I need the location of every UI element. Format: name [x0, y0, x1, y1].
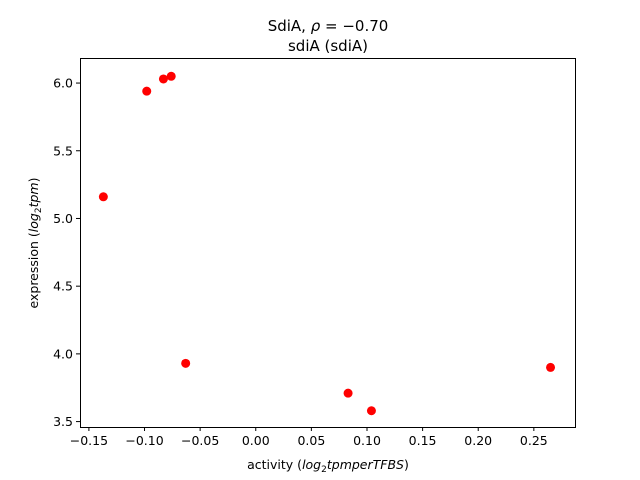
data-points	[98, 71, 556, 416]
title-prefix: SdiA,	[268, 17, 311, 35]
chart-subtitle: sdiA (sdiA)	[288, 37, 368, 55]
y-axis: 3.5 4.0 4.5 5.0 5.5 6.0	[53, 76, 80, 429]
y-tick-label: 5.0	[53, 211, 73, 226]
y-axis-label: expression (log2tpm)	[26, 178, 44, 309]
scatter-point	[181, 358, 191, 368]
title-rho-symbol: ρ	[311, 17, 321, 35]
scatter-point	[366, 406, 376, 416]
scatter-point	[142, 86, 152, 96]
scatter-point	[158, 74, 168, 84]
x-tick-label: 0.00	[242, 433, 270, 448]
y-tick-label: 5.5	[53, 143, 73, 158]
plot-area-frame	[80, 58, 576, 428]
x-tick-label: 0.15	[409, 433, 437, 448]
scatter-point	[546, 362, 556, 372]
scatter-point	[343, 388, 353, 398]
y-tick-label: 4.0	[53, 346, 73, 361]
chart-title-main: SdiA, ρ = −0.70	[268, 17, 389, 35]
x-tick-label: −0.05	[181, 433, 219, 448]
scatter-point	[166, 71, 176, 81]
x-tick-label: 0.05	[297, 433, 325, 448]
y-tick-label: 6.0	[53, 76, 73, 91]
x-axis: −0.15 −0.10 −0.05 0.00 0.05 0.10 0.15 0.20 0.25	[70, 427, 548, 448]
x-tick-label: −0.15	[70, 433, 108, 448]
x-axis-label: activity (log2tpmperTFBS)	[247, 457, 409, 475]
y-tick-label: 3.5	[53, 414, 73, 429]
x-tick-label: 0.20	[464, 433, 492, 448]
x-tick-label: 0.25	[520, 433, 548, 448]
title-rho-value: = −0.70	[320, 17, 388, 35]
y-tick-label: 4.5	[53, 279, 73, 294]
chart-title: SdiA, ρ = −0.70 sdiA (sdiA)	[268, 17, 389, 55]
x-tick-label: 0.10	[353, 433, 381, 448]
x-tick-label: −0.10	[125, 433, 163, 448]
scatter-point	[98, 192, 108, 202]
